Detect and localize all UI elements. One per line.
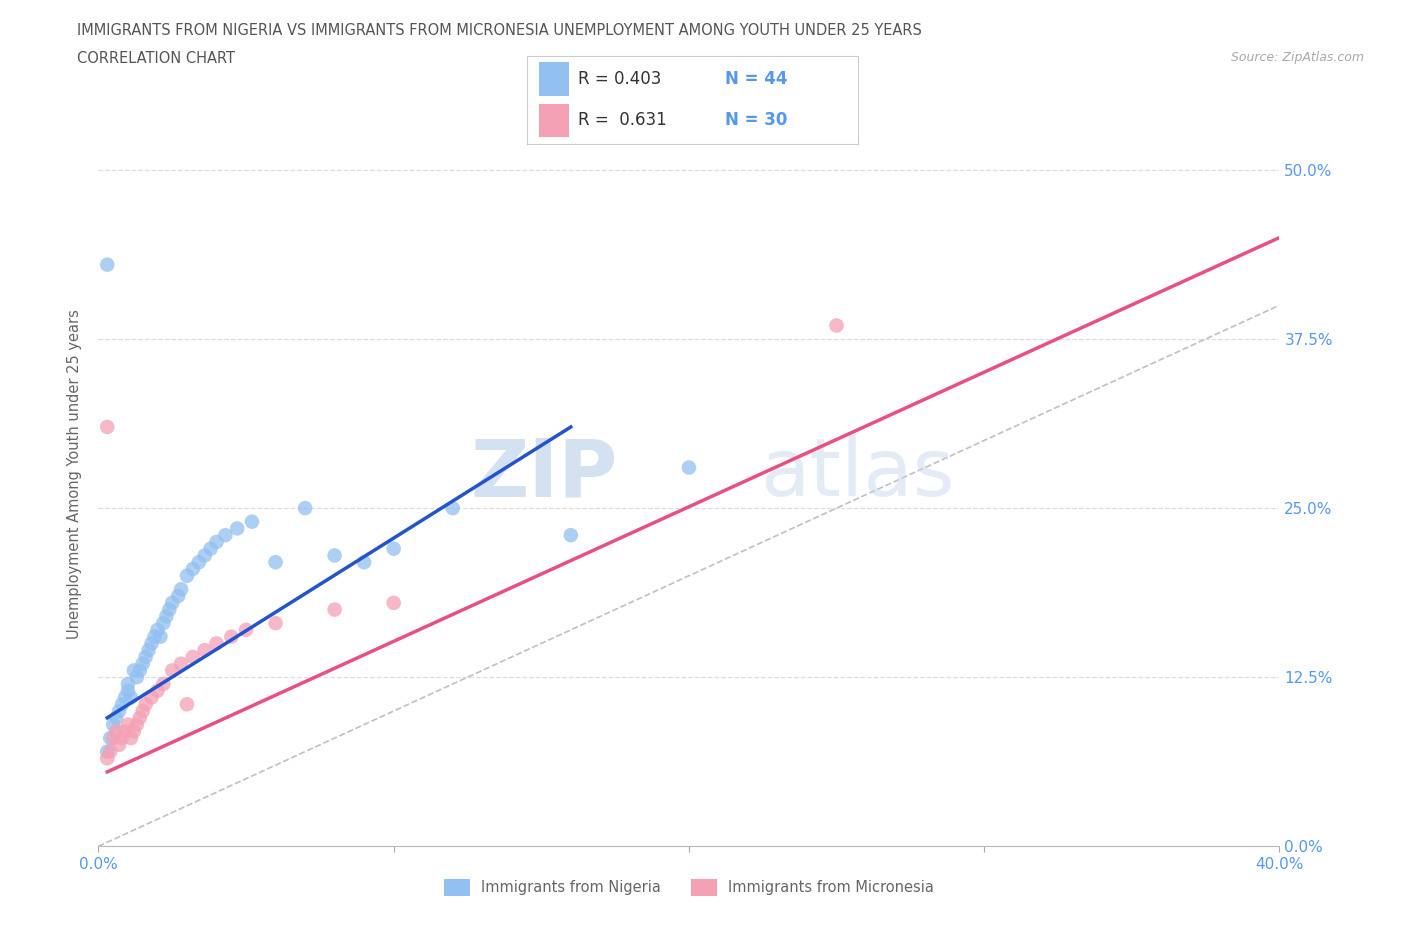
Text: IMMIGRANTS FROM NIGERIA VS IMMIGRANTS FROM MICRONESIA UNEMPLOYMENT AMONG YOUTH U: IMMIGRANTS FROM NIGERIA VS IMMIGRANTS FR… [77, 23, 922, 38]
Point [128, 711, 150, 725]
Point [441, 500, 464, 515]
Point [205, 535, 228, 550]
Point [176, 568, 198, 583]
Text: CORRELATION CHART: CORRELATION CHART [77, 51, 235, 66]
Point [108, 737, 131, 752]
Point [294, 500, 316, 515]
Point [117, 684, 139, 698]
Point [235, 622, 257, 637]
Point [146, 684, 169, 698]
Point [382, 541, 405, 556]
Point [120, 690, 142, 705]
Point [105, 724, 128, 738]
Point [138, 643, 160, 658]
Y-axis label: Unemployment Among Youth under 25 years: Unemployment Among Youth under 25 years [67, 310, 83, 639]
Point [108, 704, 131, 719]
Point [219, 630, 242, 644]
Point [149, 630, 172, 644]
Point [105, 711, 128, 725]
Text: R = 0.403: R = 0.403 [578, 70, 662, 87]
Text: Source: ZipAtlas.com: Source: ZipAtlas.com [1230, 51, 1364, 64]
Point [226, 521, 249, 536]
Point [155, 609, 177, 624]
Point [181, 562, 204, 577]
Point [214, 527, 236, 542]
Point [162, 663, 183, 678]
Point [98, 744, 121, 759]
Point [678, 460, 700, 475]
Point [323, 548, 346, 563]
Point [205, 636, 228, 651]
Point [122, 663, 145, 678]
Point [103, 717, 125, 732]
Point [560, 527, 582, 542]
Point [194, 643, 217, 658]
Point [125, 717, 148, 732]
Point [114, 690, 136, 705]
Point [187, 555, 209, 570]
Point [98, 731, 121, 746]
Text: N = 44: N = 44 [725, 70, 787, 87]
Point [141, 636, 163, 651]
Point [176, 697, 198, 711]
Point [353, 555, 375, 570]
Point [128, 663, 150, 678]
Point [170, 582, 193, 597]
FancyBboxPatch shape [538, 103, 568, 137]
Text: R =  0.631: R = 0.631 [578, 112, 668, 129]
Point [143, 630, 166, 644]
Point [181, 649, 204, 664]
Point [96, 258, 118, 272]
Point [114, 724, 136, 738]
Point [117, 676, 139, 691]
FancyBboxPatch shape [538, 62, 568, 96]
Point [120, 731, 142, 746]
Point [135, 697, 157, 711]
Text: atlas: atlas [759, 435, 955, 513]
Point [146, 622, 169, 637]
Point [264, 616, 287, 631]
Point [170, 657, 193, 671]
Point [162, 595, 183, 610]
Point [117, 717, 139, 732]
Point [96, 744, 118, 759]
Point [240, 514, 263, 529]
Point [135, 649, 157, 664]
Point [111, 697, 134, 711]
Point [103, 731, 125, 746]
Point [141, 690, 163, 705]
Point [323, 602, 346, 617]
Point [200, 541, 222, 556]
Text: ZIP: ZIP [471, 435, 619, 513]
Point [382, 595, 405, 610]
Point [194, 548, 217, 563]
Point [152, 616, 174, 631]
Point [264, 555, 287, 570]
Point [157, 602, 180, 617]
Legend: Immigrants from Nigeria, Immigrants from Micronesia: Immigrants from Nigeria, Immigrants from… [437, 872, 941, 902]
Point [111, 731, 134, 746]
Point [167, 589, 190, 604]
Point [132, 704, 155, 719]
Point [122, 724, 145, 738]
Point [132, 657, 155, 671]
Text: N = 30: N = 30 [725, 112, 787, 129]
Point [825, 318, 848, 333]
Point [125, 670, 148, 684]
Point [152, 676, 174, 691]
Point [96, 751, 118, 765]
Point [96, 419, 118, 434]
